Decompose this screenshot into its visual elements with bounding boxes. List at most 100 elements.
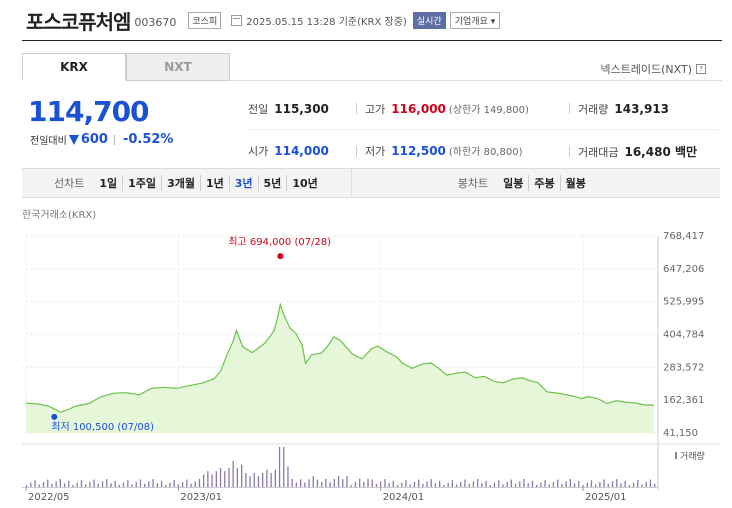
period-1w[interactable]: 1주일 [122, 175, 161, 191]
nxt-link[interactable]: 넥스트레이드(NXT) ? [600, 61, 706, 77]
volume-bar [346, 476, 348, 487]
stat-amount: 거래대금 16,480 백만 [578, 144, 698, 159]
volume-bar [308, 479, 310, 487]
y-tick-label: 525,995 [663, 297, 704, 308]
help-icon[interactable]: ? [696, 64, 706, 74]
volume-bar [283, 447, 285, 487]
volume-bar [321, 482, 323, 487]
volume-bar [72, 485, 74, 487]
volume-bar [637, 480, 639, 487]
volume-bar [599, 482, 601, 487]
volume-bar [59, 479, 61, 487]
volume-bar [118, 485, 120, 487]
candle-weekly[interactable]: 주봉 [528, 175, 559, 191]
company-info-dropdown[interactable]: 기업개요 ▾ [449, 11, 501, 29]
volume-bar [228, 467, 230, 487]
volume-bar [422, 483, 424, 487]
volume-bar [63, 483, 66, 487]
volume-bar [156, 483, 158, 487]
candle-chart-group: 봉차트 일봉 주봉 월봉 [458, 175, 591, 191]
candle-daily[interactable]: 일봉 [503, 177, 524, 190]
volume-bar [409, 484, 411, 487]
min-point-label: 최저 100,500 (07/08) [51, 421, 154, 433]
stat-high: 고가 116,000 (상한가 149,800) [365, 101, 529, 116]
tab-krx[interactable]: KRX [22, 53, 126, 81]
volume-bar [89, 482, 91, 487]
period-3y[interactable]: 3년 [228, 175, 258, 191]
period-3m[interactable]: 3개월 [161, 175, 200, 191]
volume-bar [468, 483, 470, 487]
stock-code: 003670 [134, 16, 177, 29]
x-tick-label: 2025/01 [585, 492, 627, 503]
chart-toolbar: 선차트 1일 1주일 3개월 1년 3년 5년 10년 봉차트 일봉 주봉 월봉 [22, 168, 720, 198]
volume-bar [607, 483, 609, 487]
chevron-down-icon: ▾ [490, 16, 496, 27]
volume-bar [472, 481, 475, 487]
volume-bar [557, 479, 559, 487]
volume-bar [329, 482, 331, 487]
volume-bar [295, 482, 297, 487]
volume-bar [641, 484, 643, 487]
volume-bar [26, 485, 28, 487]
price-stats: 전일 115,300 고가 116,000 (상한가 149,800) 거래량 … [248, 88, 718, 172]
volume-bar [76, 482, 78, 487]
volume-bar [569, 479, 571, 487]
volume-bar [485, 480, 487, 487]
volume-bar [97, 483, 99, 487]
period-1y[interactable]: 1년 [199, 175, 229, 191]
y-axis-ticks: 768,417 647,206 525,995 404,784 283,572 162,3… [663, 231, 704, 439]
volume-bar [552, 482, 555, 487]
max-point-label: 최고 694,000 (07/28) [228, 236, 331, 248]
volume-bar [481, 483, 483, 487]
volume-bar [165, 485, 167, 487]
stats-row-1: 전일 115,300 고가 116,000 (상한가 149,800) 거래량 … [248, 88, 718, 130]
volume-bar [447, 482, 449, 487]
price-chart[interactable]: 한국거래소(KRX) 768,417 647,206 525,995 404,784 2… [0, 200, 732, 508]
y-tick-label: 41,150 [663, 428, 698, 439]
price-line [25, 302, 655, 413]
volume-bar [628, 485, 630, 487]
volume-bar [241, 464, 243, 487]
period-1d[interactable]: 1일 [99, 177, 118, 190]
candle-monthly[interactable]: 월봉 [559, 175, 591, 191]
realtime-button[interactable]: 실시간 [412, 11, 446, 29]
volume-bar [337, 475, 340, 487]
volume-bar [139, 479, 142, 487]
volume-bar [51, 483, 53, 487]
price-change: 전일대비 600 -0.52% [30, 132, 173, 147]
candle-chart-label: 봉차트 [457, 177, 489, 190]
volume-bar [266, 469, 268, 487]
period-10y[interactable]: 10년 [286, 175, 322, 191]
volume-bar [523, 479, 525, 487]
volume-bar [561, 483, 563, 487]
volume-bar [135, 482, 137, 487]
volume-bar [304, 482, 306, 487]
header-divider [22, 40, 722, 41]
volume-bar [190, 483, 192, 487]
volume-bar [30, 482, 32, 487]
volume-bar [316, 479, 319, 487]
volume-bar [489, 485, 491, 487]
volume-bar [169, 482, 171, 487]
volume-bar [144, 483, 146, 487]
current-price: 114,700 [28, 95, 150, 128]
volume-bar [477, 479, 479, 487]
volume-bar [325, 478, 327, 487]
volume-bar [616, 479, 618, 487]
volume-bar [215, 471, 217, 487]
volume-bar [80, 480, 83, 487]
change-label: 전일대비 [30, 136, 67, 147]
volume-bar [367, 478, 369, 487]
volume-bar [578, 480, 580, 487]
volume-bar [536, 485, 538, 487]
tab-nxt[interactable]: NXT [126, 53, 230, 81]
volume-bar [160, 480, 163, 487]
market-badge: 코스피 [188, 11, 222, 29]
volume-bar [632, 482, 635, 487]
change-amount: 600 [80, 132, 108, 147]
volume-bar [181, 482, 184, 487]
period-5y[interactable]: 5년 [257, 175, 287, 191]
toolbar-divider [350, 168, 352, 198]
min-point-marker [51, 413, 58, 420]
volume-bar [173, 480, 175, 487]
